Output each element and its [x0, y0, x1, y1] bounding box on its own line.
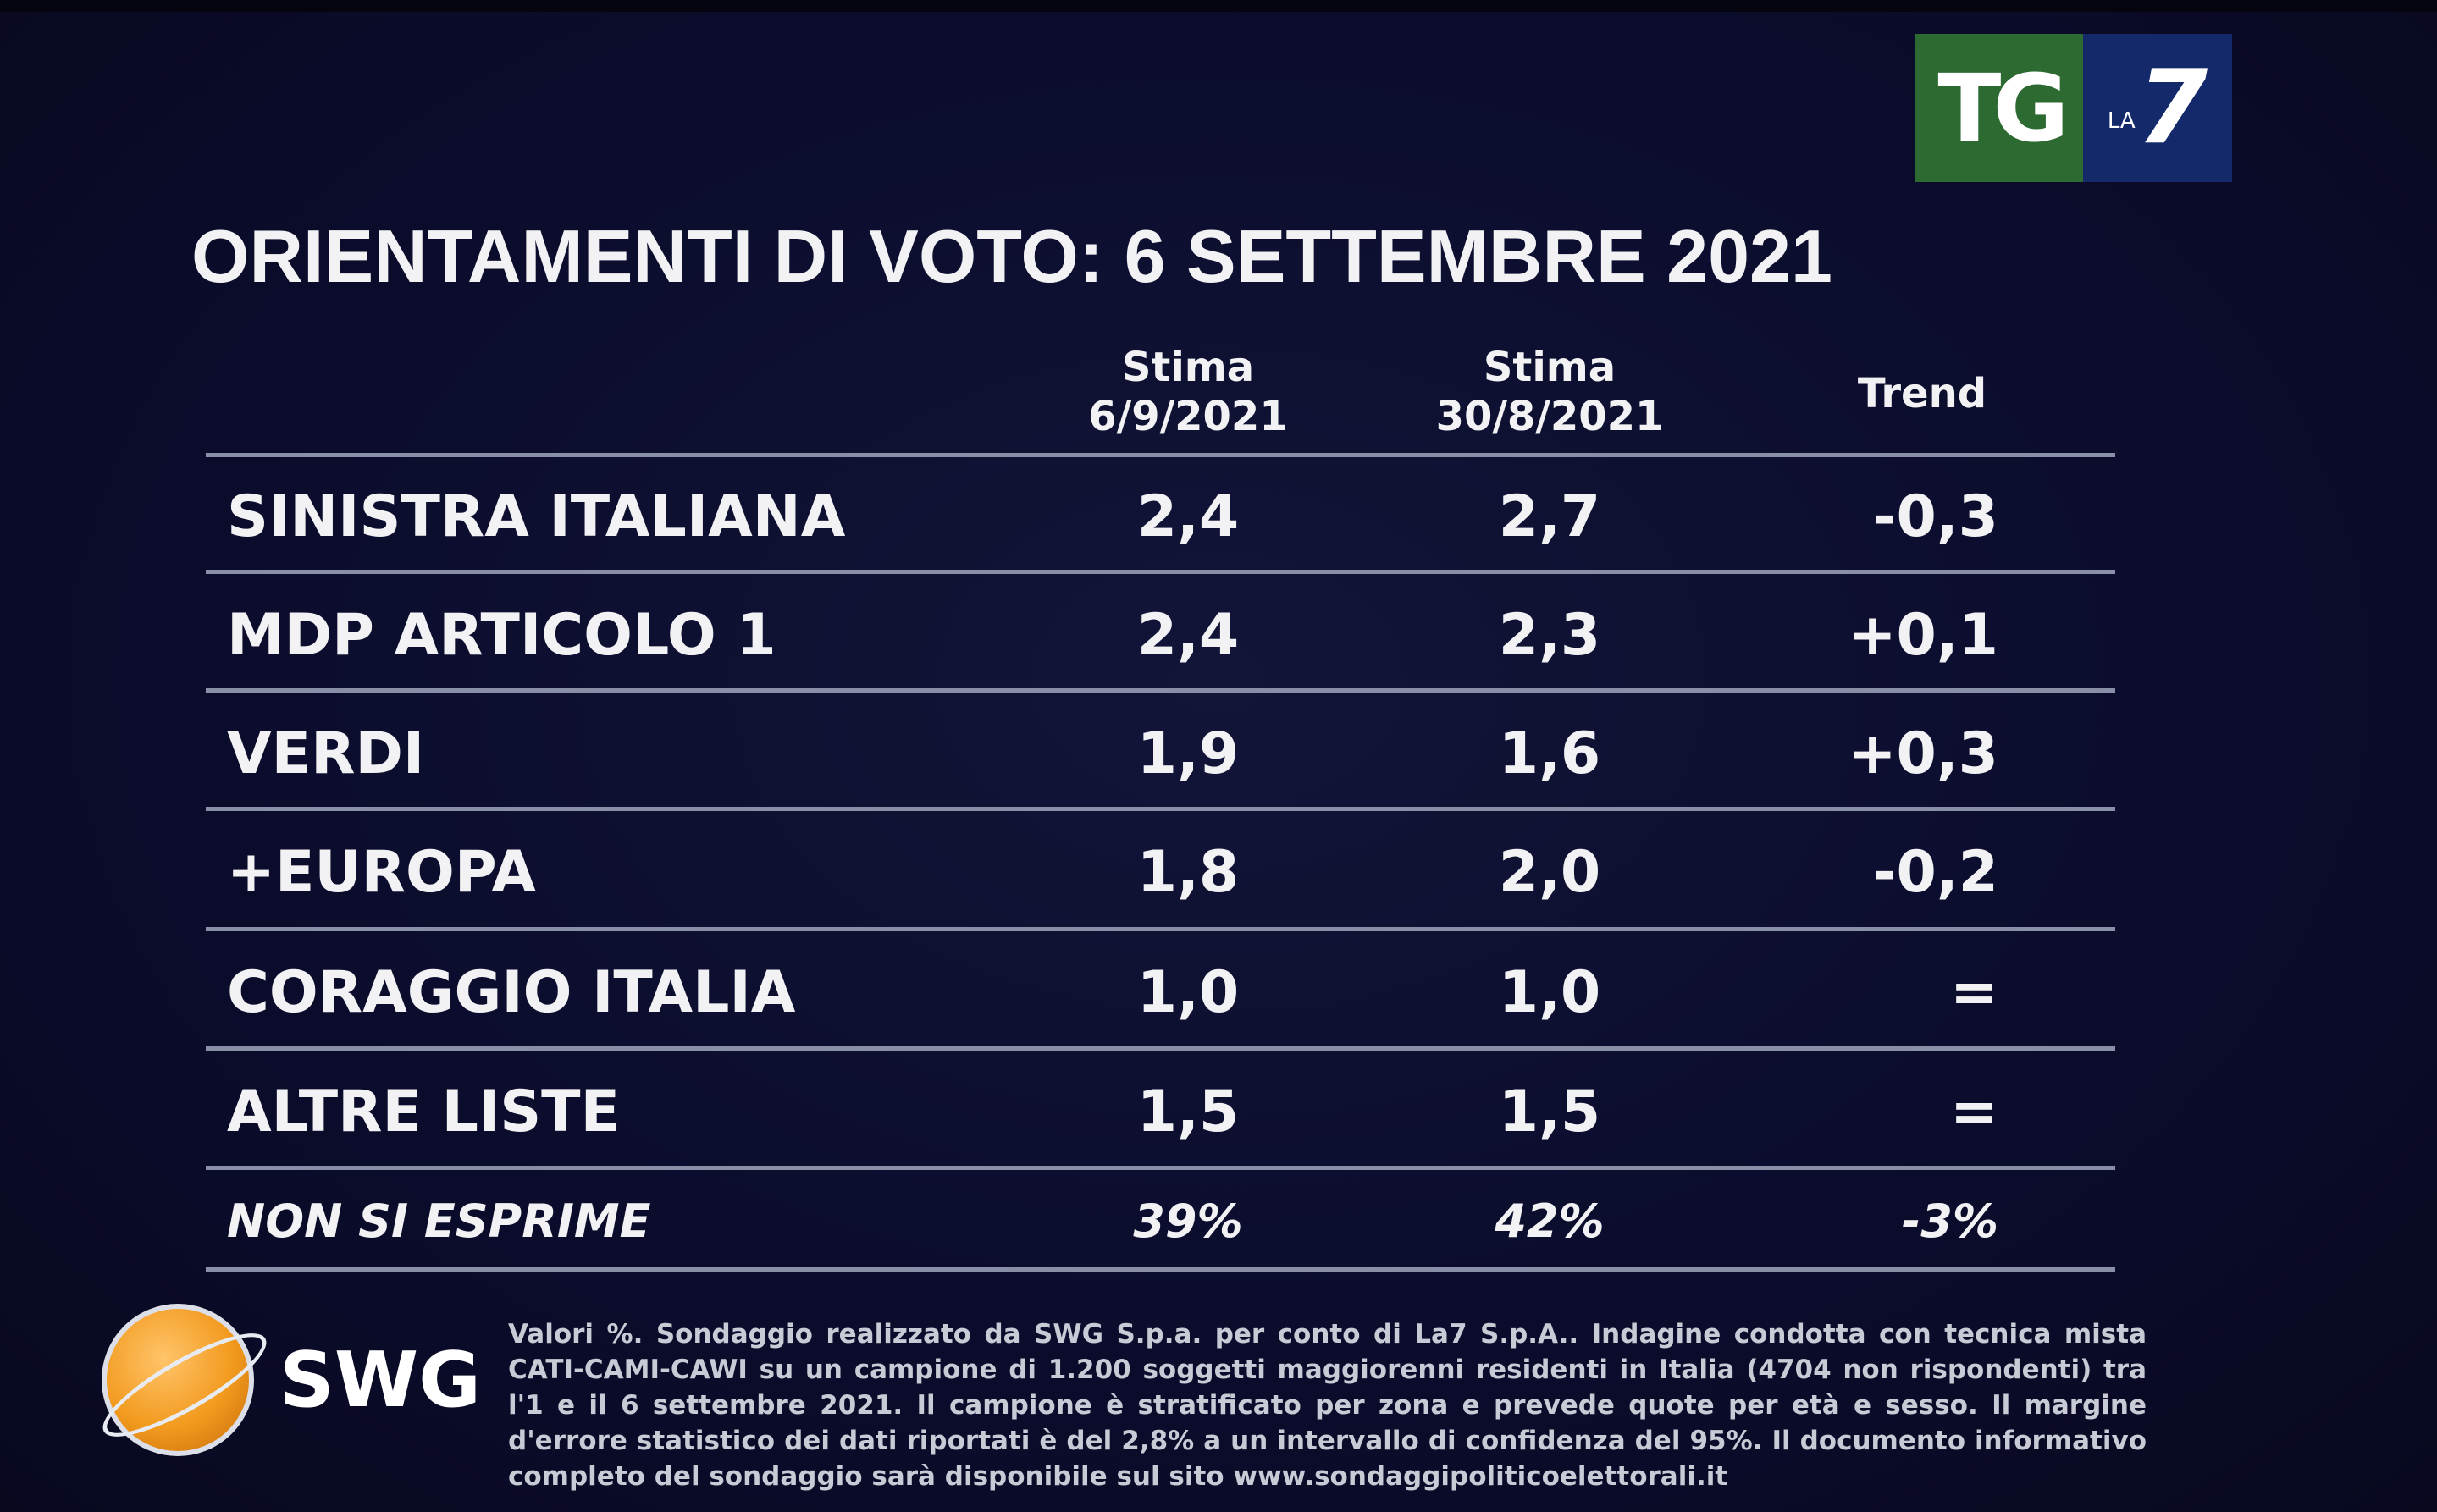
top-bar: [0, 0, 2437, 12]
column-header-line1: Stima: [1121, 344, 1255, 391]
row-divider: [206, 807, 2115, 811]
current-estimate: 2,4: [1136, 483, 1240, 550]
trend-value: =: [1950, 1078, 1998, 1145]
trend-value: -3%: [1901, 1194, 1998, 1248]
swg-logo: SWG: [102, 1304, 481, 1456]
table-row: CORAGGIO ITALIA 1,0 1,0 =: [206, 950, 2115, 1035]
table-row: VERDI 1,9 1,6 +0,3: [206, 711, 2115, 796]
row-divider: [206, 453, 2115, 457]
table-row: NON SI ESPRIME 39% 42% -3%: [206, 1178, 2115, 1263]
globe-icon: [102, 1304, 254, 1456]
table-row: ALTRE LISTE 1,5 1,5 =: [206, 1069, 2115, 1154]
party-name: MDP ARTICOLO 1: [227, 601, 776, 669]
party-name: CORAGGIO ITALIA: [227, 958, 796, 1026]
footnote: Valori %. Sondaggio realizzato da SWG S.…: [508, 1319, 2147, 1492]
party-name: NON SI ESPRIME: [227, 1194, 651, 1248]
row-divider: [206, 927, 2115, 931]
previous-estimate: 1,5: [1498, 1078, 1601, 1145]
tg-logo-text: TG: [1915, 34, 2083, 182]
swg-logo-text: SWG: [279, 1335, 481, 1425]
previous-estimate: 2,7: [1498, 483, 1601, 550]
current-estimate: 39%: [1133, 1194, 1243, 1248]
trend-value: +0,3: [1848, 720, 1998, 787]
trend-value: =: [1950, 958, 1998, 1026]
current-estimate: 1,8: [1136, 838, 1240, 906]
table-row: MDP ARTICOLO 1 2,4 2,3 +0,1: [206, 593, 2115, 677]
party-name: ALTRE LISTE: [227, 1078, 621, 1145]
column-header-line2: 6/9/2021: [1088, 393, 1288, 440]
table-row: SINISTRA ITALIANA 2,4 2,7 -0,3: [206, 474, 2115, 559]
column-header-current: Stima 6/9/2021: [1082, 343, 1294, 441]
column-header-line2: 30/8/2021: [1435, 393, 1664, 440]
tg-la7-logo: TG LA 7: [1915, 34, 2232, 182]
seven-logo-text: 7: [2136, 49, 2208, 167]
party-name: VERDI: [227, 720, 425, 787]
table-row: +EUROPA 1,8 2,0 -0,2: [206, 830, 2115, 914]
row-divider: [206, 1267, 2115, 1272]
column-header-trend: Trend: [1821, 369, 2024, 418]
party-name: +EUROPA: [227, 838, 537, 906]
current-estimate: 2,4: [1136, 601, 1240, 669]
previous-estimate: 1,0: [1498, 958, 1601, 1026]
party-name: SINISTRA ITALIANA: [227, 483, 846, 550]
la7-logo: LA 7: [2083, 34, 2232, 182]
previous-estimate: 2,0: [1498, 838, 1601, 906]
column-header-previous: Stima 30/8/2021: [1423, 343, 1677, 441]
previous-estimate: 42%: [1495, 1194, 1605, 1248]
previous-estimate: 2,3: [1498, 601, 1601, 669]
current-estimate: 1,9: [1136, 720, 1240, 787]
column-header-line1: Stima: [1483, 344, 1616, 391]
column-header-line1: Trend: [1857, 370, 1987, 417]
trend-value: +0,1: [1848, 601, 1998, 669]
trend-value: -0,2: [1872, 838, 1998, 906]
previous-estimate: 1,6: [1498, 720, 1601, 787]
current-estimate: 1,5: [1136, 1078, 1240, 1145]
row-divider: [206, 688, 2115, 693]
trend-value: -0,3: [1872, 483, 1998, 550]
row-divider: [206, 570, 2115, 574]
la-logo-text: LA: [2107, 108, 2136, 134]
page-title: ORIENTAMENTI DI VOTO: 6 SETTEMBRE 2021: [191, 214, 1832, 298]
current-estimate: 1,0: [1136, 958, 1240, 1026]
row-divider: [206, 1166, 2115, 1170]
row-divider: [206, 1046, 2115, 1051]
